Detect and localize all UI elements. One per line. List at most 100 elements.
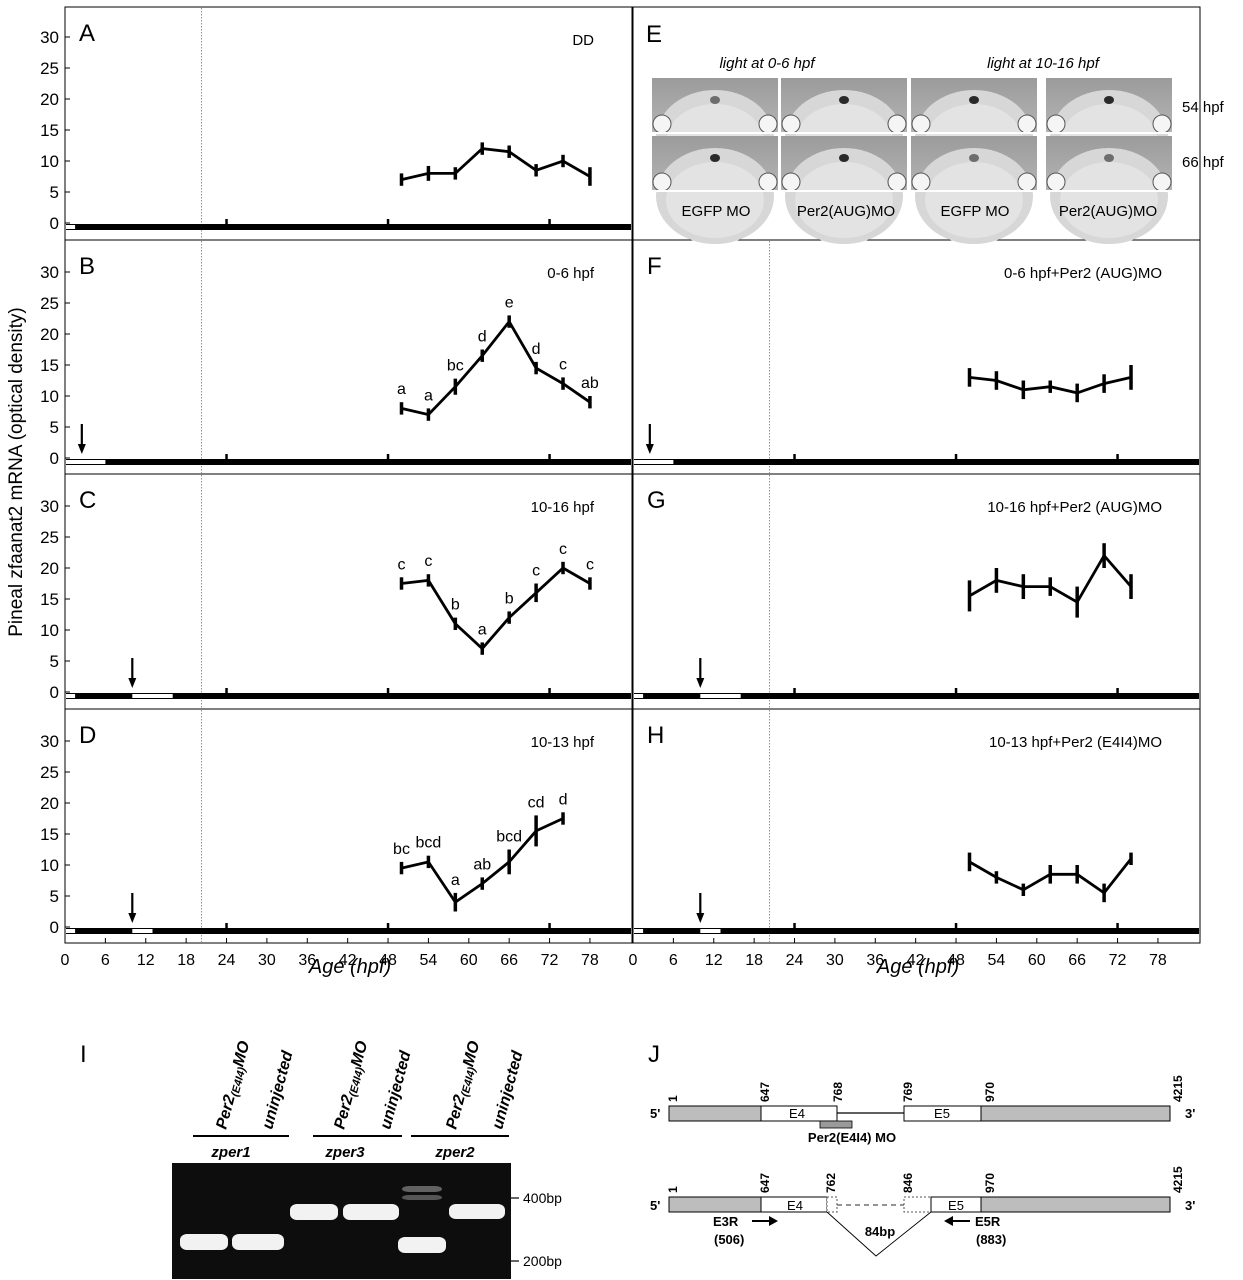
embryo-brain (1060, 162, 1158, 238)
light-period (634, 694, 644, 698)
gel-band (402, 1195, 442, 1200)
panel-title: 10-16 hpf (531, 499, 595, 516)
marker-200bp: 200bp (523, 1253, 562, 1269)
data-point (426, 860, 430, 864)
x-tick-label: 18 (177, 952, 195, 969)
x-tick-label: 42 (907, 952, 925, 969)
significance-letter: a (424, 387, 433, 404)
panel-title: 0-6 hpf+Per2 (AUG)MO (1004, 265, 1162, 282)
light-arrow-head (696, 678, 705, 688)
five-prime-top: 5' (650, 1106, 660, 1121)
position-label: 768 (831, 1082, 845, 1102)
panel-letter: A (79, 20, 95, 47)
data-point (453, 622, 457, 626)
position-label: 1 (666, 1095, 680, 1102)
data-point (1048, 872, 1052, 876)
data-point (1021, 585, 1025, 589)
embryo-eye (758, 114, 778, 134)
data-point (400, 406, 403, 410)
data-point (561, 817, 565, 820)
series-line (401, 566, 591, 651)
gel-lane-label: Per2(E4I4)MO (213, 1039, 255, 1132)
gel-lane-label: uninjected (489, 1048, 526, 1131)
pineal-signal (969, 96, 979, 104)
y-tick-label: 20 (40, 90, 59, 109)
photo-gap (781, 190, 907, 192)
embryo-eye (652, 172, 672, 192)
y-tick-label: 25 (40, 763, 59, 782)
x-tick-label: 78 (581, 952, 599, 969)
embryo-eye (1152, 172, 1172, 192)
dark-bar (634, 459, 1199, 465)
positions-bottom: 1 647 762 846 970 4215 (666, 1166, 1185, 1193)
significance-letter: a (397, 381, 406, 398)
data-point (561, 566, 565, 570)
data-point (507, 860, 511, 864)
x-tick-label: 0 (61, 952, 70, 969)
significance-letter: e (505, 294, 514, 311)
deleted-E5-start (903, 1196, 932, 1213)
data-point (534, 829, 538, 833)
significance-letter: c (424, 553, 432, 570)
embryo-eye (781, 172, 801, 192)
data-point (480, 882, 484, 886)
data-point (480, 147, 484, 151)
marker-400bp: 400bp (523, 1190, 562, 1206)
deleted-E4-end (826, 1196, 838, 1213)
panel-E: E light at 0-6 hpf light at 10-16 hpf 54… (632, 6, 1225, 244)
data-point (1102, 554, 1106, 558)
photo-gap (1046, 132, 1172, 134)
x-tick-label: 66 (1068, 952, 1086, 969)
photo-gap (911, 190, 1037, 192)
data-point (1102, 891, 1106, 895)
three-prime-top: 3' (1185, 1106, 1195, 1121)
photo-gap (652, 132, 778, 134)
dark-bar (66, 459, 631, 465)
exon-label-E4-bottom: E4 (787, 1198, 803, 1213)
series-line (401, 319, 591, 417)
embryo-brain (925, 162, 1023, 238)
position-label: 846 (901, 1173, 915, 1193)
dark-bar (634, 693, 1199, 699)
light-period (66, 694, 76, 698)
significance-letter: c (532, 563, 540, 580)
utr-left-bottom (668, 1196, 762, 1213)
y-tick-label: 30 (40, 263, 59, 282)
gel-band (232, 1234, 284, 1250)
col-label-2: EGFP MO (941, 203, 1010, 220)
position-label: 970 (983, 1082, 997, 1102)
data-point (480, 354, 484, 358)
data-point (968, 375, 971, 379)
panel-letter: C (79, 487, 96, 514)
y-tick-label: 25 (40, 59, 59, 78)
x-tick-label: 72 (1109, 952, 1127, 969)
embryo-images (652, 78, 1172, 244)
y-axis-label: Pineal zfaanat2 mRNA (optical density) (6, 307, 27, 637)
position-label: 970 (983, 1173, 997, 1193)
embryo-eye (781, 114, 801, 134)
exon-label-E5-top: E5 (934, 1106, 950, 1121)
data-point (588, 175, 592, 178)
panel-F: F 0-6 hpf+Per2 (AUG)MO (632, 239, 1201, 475)
data-point (480, 647, 484, 651)
embryo-eye (911, 172, 931, 192)
data-point (968, 594, 971, 598)
x-tick-label: 30 (258, 952, 276, 969)
gel-bands (180, 1186, 505, 1253)
y-tick-label: 15 (40, 825, 59, 844)
data-point (1075, 391, 1079, 395)
exon-label-E5-bottom: E5 (948, 1198, 964, 1213)
data-point (1048, 385, 1052, 389)
data-point (1129, 857, 1133, 861)
gene-label-zper1: zper1 (210, 1144, 250, 1161)
row-label-66: 66 hpf (1182, 154, 1225, 171)
y-tick-label: 15 (40, 121, 59, 140)
y-tick-label: 25 (40, 528, 59, 547)
x-tick-label: 60 (460, 952, 478, 969)
position-label: 762 (824, 1173, 838, 1193)
gel-lane-label: uninjected (259, 1048, 296, 1131)
y-tick-label: 30 (40, 732, 59, 751)
three-prime-bottom: 3' (1185, 1198, 1195, 1213)
gel-lane-labels: Per2(E4I4)MO uninjected Per2(E4I4)MO uninje… (213, 1039, 526, 1132)
